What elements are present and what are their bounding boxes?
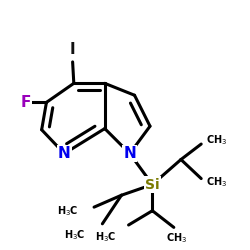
Text: N: N	[124, 146, 136, 161]
Text: H$_3$C: H$_3$C	[57, 204, 78, 218]
Text: Si: Si	[145, 178, 160, 192]
Text: I: I	[70, 42, 75, 57]
Text: CH$_3$: CH$_3$	[206, 175, 227, 189]
Text: H$_3$C: H$_3$C	[64, 228, 86, 242]
Text: N: N	[58, 146, 71, 161]
Text: CH$_3$: CH$_3$	[206, 134, 227, 147]
Text: CH$_3$: CH$_3$	[166, 231, 187, 245]
Text: F: F	[21, 95, 32, 110]
Text: H$_3$C: H$_3$C	[95, 230, 117, 243]
